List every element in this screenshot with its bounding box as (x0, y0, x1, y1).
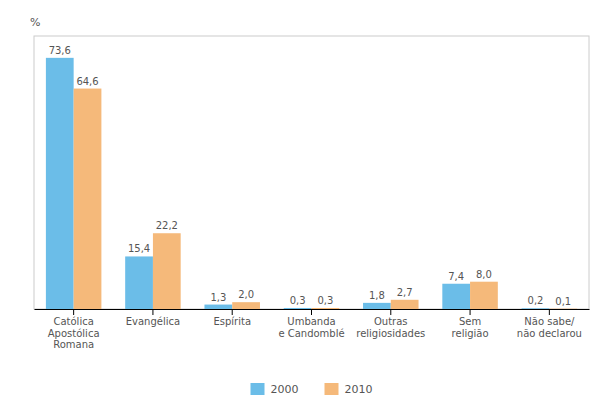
bar (549, 308, 577, 309)
x-tick-mark (232, 309, 233, 315)
bar (153, 233, 181, 309)
x-tick: Outrasreligiosidades (356, 309, 425, 339)
x-tick-mark (73, 309, 74, 315)
x-tick-label: Outrasreligiosidades (356, 316, 425, 339)
x-tick: Semreligião (452, 309, 489, 339)
x-tick-label: Não sabe/não declarou (517, 316, 582, 339)
data-label: 0,2 (528, 295, 544, 306)
x-tick-label: Evangélica (126, 316, 180, 327)
bar (284, 308, 312, 309)
x-tick: Evangélica (126, 309, 180, 327)
x-tick: Não sabe/não declarou (517, 309, 582, 339)
data-label: 2,7 (397, 287, 413, 298)
bar (204, 305, 232, 309)
bar (74, 89, 102, 309)
x-tick-label-line: Espírita (213, 316, 251, 327)
x-tick-label: Espírita (213, 316, 251, 327)
bar (312, 308, 340, 309)
x-axis: CatólicaApostólicaRomana Evangélica Espíri… (35, 309, 590, 350)
legend-item: 2010 (325, 383, 373, 396)
x-tick: Espírita (213, 309, 251, 327)
bar (46, 58, 74, 309)
legend-swatch (251, 383, 265, 395)
x-tick-label: Semreligião (452, 316, 489, 339)
chart: 73,6 15,4 1,3 0,3 1,8 7,4 0,2 64,6 22,2 2,0 0,3 2,7… (0, 0, 609, 409)
legend-label: 2000 (271, 383, 299, 396)
x-tick-label-line: Apostólica (48, 328, 100, 339)
bar (232, 302, 260, 309)
legend-label: 2010 (345, 383, 373, 396)
data-label: 15,4 (128, 243, 150, 254)
x-tick: CatólicaApostólicaRomana (48, 309, 100, 350)
plot: 73,6 15,4 1,3 0,3 1,8 7,4 0,2 64,6 22,2 2,0 0,3 2,7… (34, 36, 590, 350)
x-tick-mark (549, 309, 550, 315)
x-tick: Umbandae Candomblé (278, 309, 344, 339)
data-label: 0,1 (555, 296, 571, 307)
data-label: 0,3 (290, 295, 306, 306)
x-tick-label-line: religiosidades (356, 328, 425, 339)
x-tick-label-line: religião (452, 328, 489, 339)
legend: 2000 2010 (251, 383, 373, 396)
x-tick-mark (152, 309, 153, 315)
y-label: % (30, 16, 40, 29)
data-label: 8,0 (476, 269, 492, 280)
x-tick-label-line: Romana (53, 339, 94, 350)
data-label: 0,3 (317, 295, 333, 306)
data-label: 73,6 (49, 45, 71, 56)
bar (442, 284, 470, 309)
x-tick-label-line: Evangélica (126, 316, 180, 327)
x-tick-label-line: e Candomblé (278, 328, 344, 339)
x-tick-label-line: Outras (374, 316, 408, 327)
bar (470, 282, 498, 309)
x-tick-mark (390, 309, 391, 315)
bar (391, 300, 419, 309)
data-label: 2,0 (238, 289, 254, 300)
plot-frame (34, 36, 589, 309)
legend-item: 2000 (251, 383, 299, 396)
x-tick-mark (470, 309, 471, 315)
x-tick-label: CatólicaApostólicaRomana (48, 316, 100, 350)
x-tick-label-line: não declarou (517, 328, 582, 339)
x-tick-label-line: Católica (53, 316, 93, 327)
data-label: 1,8 (369, 290, 385, 301)
data-label: 22,2 (156, 220, 178, 231)
x-tick-label-line: Sem (459, 316, 481, 327)
data-labels: 73,6 15,4 1,3 0,3 1,8 7,4 0,2 64,6 22,2 2,0 0,3 2,7… (49, 45, 572, 307)
bar (125, 256, 153, 309)
x-tick-label-line: Umbanda (287, 316, 335, 327)
bars (46, 58, 577, 309)
x-tick-label: Umbandae Candomblé (278, 316, 344, 339)
bar (522, 308, 550, 309)
x-tick-mark (311, 309, 312, 315)
x-tick-label-line: Não sabe/ (524, 316, 575, 327)
legend-swatch (325, 383, 339, 395)
data-label: 64,6 (76, 76, 98, 87)
data-label: 1,3 (210, 292, 226, 303)
bar (363, 303, 391, 309)
data-label: 7,4 (448, 271, 464, 282)
